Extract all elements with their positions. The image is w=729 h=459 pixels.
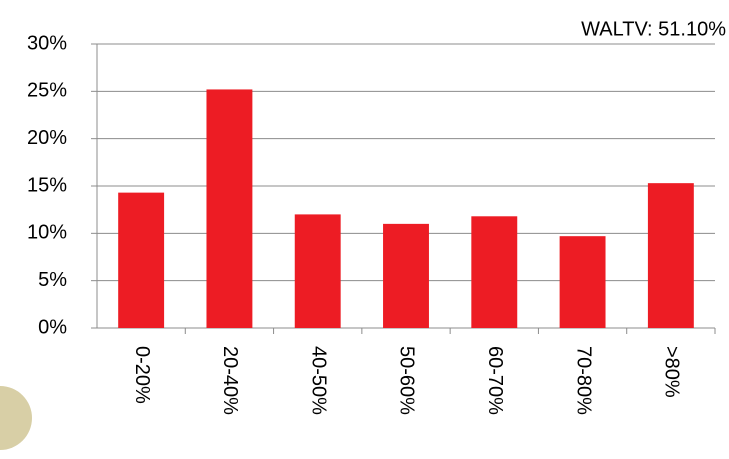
- decoration: [0, 386, 32, 450]
- annotation: WALTV: 51.10%: [581, 18, 726, 40]
- x-tick-label: >80%: [661, 346, 683, 398]
- x-tick-label: 70-80%: [572, 346, 594, 415]
- x-tick-label: 20-40%: [219, 346, 241, 415]
- bar: [647, 183, 694, 328]
- y-tick-label: 5%: [38, 269, 67, 291]
- bar: [206, 89, 253, 328]
- bar: [118, 192, 165, 328]
- x-tick-label: 60-70%: [484, 346, 506, 415]
- bar: [471, 216, 518, 328]
- x-tick-label: 0-20%: [131, 346, 153, 404]
- y-tick-label: 25%: [27, 80, 67, 102]
- y-tick-label: 10%: [27, 222, 67, 244]
- y-tick-label: 0%: [38, 316, 67, 338]
- x-tick-label: 40-50%: [307, 346, 329, 415]
- bar: [559, 236, 606, 328]
- y-tick-label: 20%: [27, 127, 67, 149]
- x-tick-label: 50-60%: [396, 346, 418, 415]
- y-tick-label: 30%: [27, 32, 67, 54]
- bar: [383, 223, 429, 328]
- bar: [294, 214, 341, 328]
- y-tick-label: 15%: [27, 174, 67, 196]
